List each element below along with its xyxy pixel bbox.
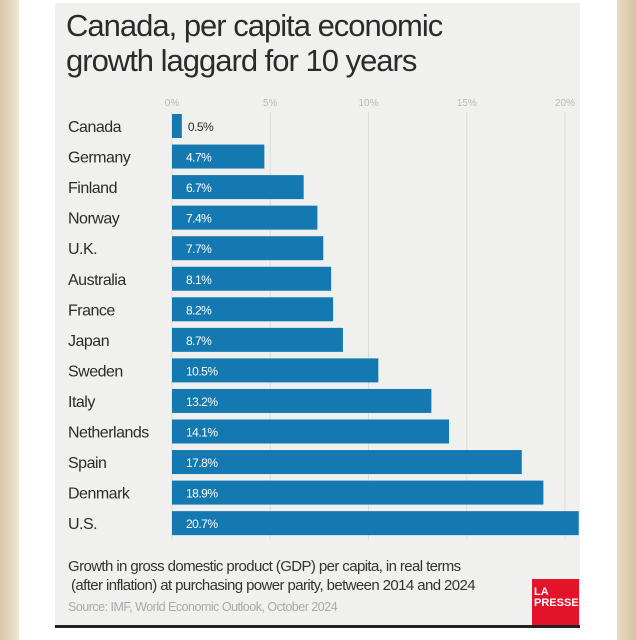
bar — [172, 419, 450, 444]
bar — [172, 297, 334, 322]
bar — [172, 114, 182, 138]
value-label: 6.7% — [186, 181, 212, 195]
category-label: Canada — [68, 119, 122, 136]
bar — [172, 358, 379, 383]
value-label: 8.1% — [186, 273, 212, 287]
bar — [172, 205, 318, 230]
bar — [172, 266, 332, 291]
value-label: 7.4% — [186, 212, 212, 226]
value-label: 13.2% — [186, 395, 218, 409]
bar — [172, 450, 522, 475]
category-label: Sweden — [68, 363, 123, 380]
chart-title: Canada, per capita economic growth lagga… — [66, 8, 566, 78]
category-label: Italy — [68, 394, 95, 411]
bar — [172, 327, 343, 352]
x-tick-label: 10% — [358, 98, 378, 109]
category-label: Finland — [68, 180, 117, 197]
title-line-1: Canada, per capita economic — [66, 8, 443, 43]
category-label: U.K. — [68, 241, 97, 258]
category-label: Netherlands — [68, 425, 149, 442]
caption-line-1: Growth in gross domestic product (GDP) p… — [68, 558, 461, 575]
logo-line-2: PRESSE — [534, 597, 579, 609]
category-label: Australia — [68, 272, 126, 289]
category-label: Denmark — [68, 486, 131, 503]
value-label: 18.9% — [186, 487, 218, 501]
category-label: Japan — [68, 333, 109, 350]
category-label: U.S. — [68, 516, 97, 533]
bar — [172, 511, 579, 536]
value-label: 4.7% — [186, 151, 212, 165]
bar — [172, 388, 432, 413]
x-tick-label: 0% — [165, 98, 180, 109]
x-tick-label: 20% — [555, 98, 575, 109]
category-label: Norway — [68, 211, 120, 228]
chart-caption: Growth in gross domestic product (GDP) p… — [68, 557, 476, 595]
logo-line-1: LA — [534, 586, 549, 598]
title-line-2: growth laggard for 10 years — [66, 43, 417, 78]
value-label: 17.8% — [186, 456, 218, 470]
bar — [172, 236, 324, 261]
value-label: 0.5% — [188, 120, 214, 134]
chart-source: Source: IMF, World Economic Outlook, Oct… — [68, 600, 338, 614]
category-label: France — [68, 302, 115, 319]
x-tick-label: 15% — [457, 98, 477, 109]
bottom-rule — [55, 625, 580, 628]
bar — [172, 480, 544, 505]
la-presse-logo: LA PRESSE — [532, 579, 579, 626]
bar — [172, 175, 304, 200]
caption-line-2: (after inflation) at purchasing power pa… — [71, 577, 476, 594]
category-label: Spain — [68, 455, 106, 472]
value-label: 8.2% — [186, 303, 212, 317]
bar-chart: 0% 5% 10% 15% 20% Canada 0.5% Germany 4.7% Finlan… — [68, 98, 579, 540]
value-label: 10.5% — [186, 364, 218, 378]
value-label: 8.7% — [186, 334, 212, 348]
value-label: 7.7% — [186, 242, 212, 256]
category-label: Germany — [68, 150, 131, 167]
x-tick-label: 5% — [263, 98, 278, 109]
bar — [172, 144, 265, 169]
value-label: 20.7% — [186, 517, 218, 531]
value-label: 14.1% — [186, 426, 218, 440]
